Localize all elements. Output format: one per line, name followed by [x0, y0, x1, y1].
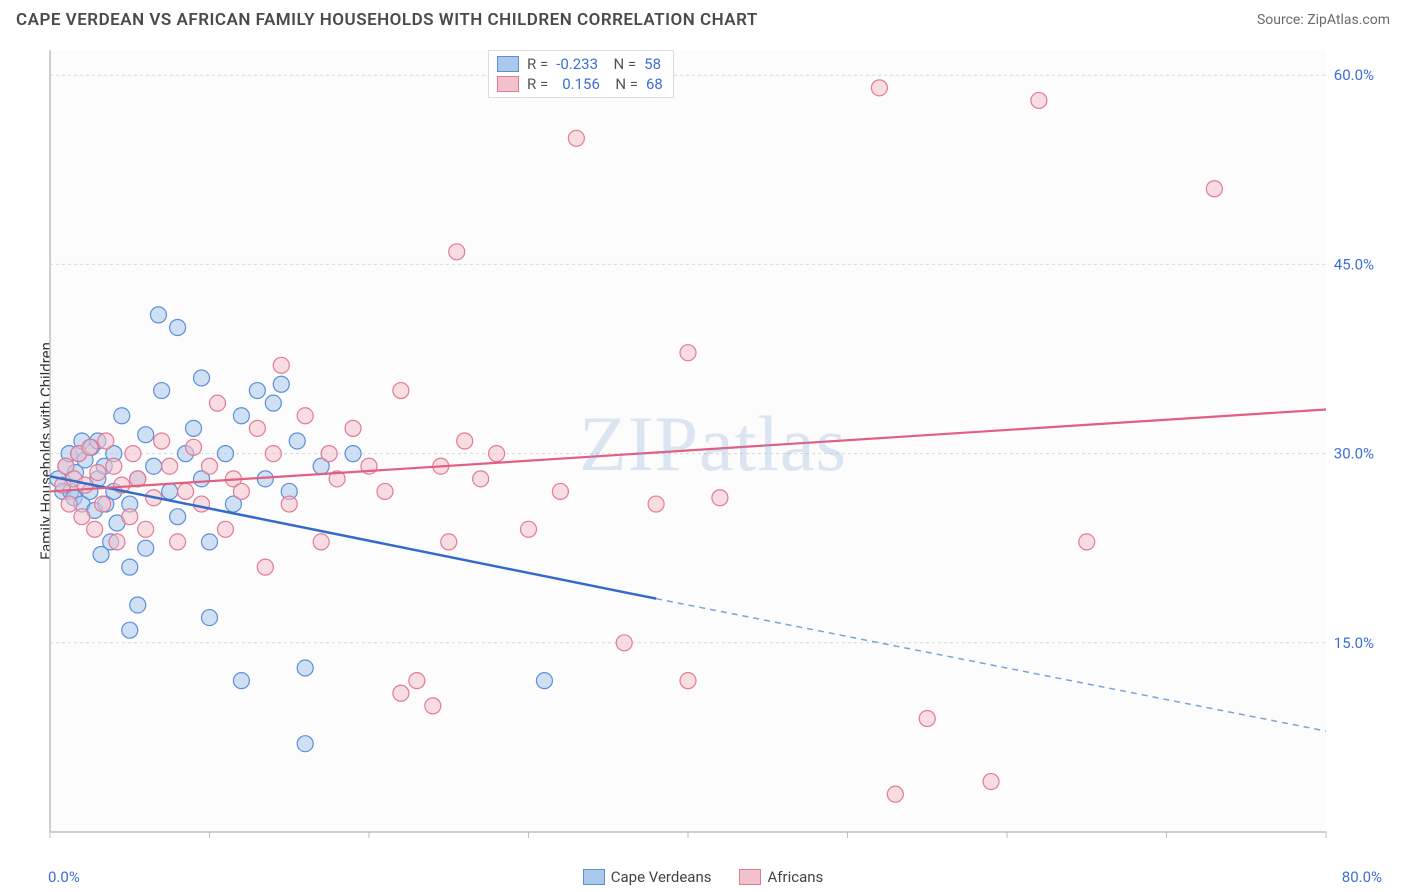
x-axis-end-label: 80.0%: [1342, 868, 1382, 886]
n-value-2: 68: [646, 75, 663, 93]
legend-label-2: Africans: [767, 868, 823, 886]
legend-row-africans: R = 0.156 N = 68: [497, 75, 663, 93]
legend-label-1: Cape Verdeans: [611, 868, 712, 886]
r-label: R =: [527, 55, 548, 73]
correlation-legend: R = -0.233 N = 58 R = 0.156 N = 68: [488, 50, 674, 98]
swatch-cape-verdeans: [497, 56, 519, 72]
svg-text:15.0%: 15.0%: [1334, 634, 1374, 652]
legend-row-cape-verdeans: R = -0.233 N = 58: [497, 55, 663, 73]
scatter-plot: 15.0% 30.0% 45.0% 60.0%: [40, 48, 1386, 854]
r-value-1: -0.233: [556, 55, 598, 73]
n-label: N =: [608, 75, 638, 93]
swatch-africans-icon: [739, 869, 761, 885]
chart-area: Family Households with Children 15.0%30.…: [40, 48, 1386, 854]
legend-item-africans: Africans: [739, 868, 823, 886]
svg-text:45.0%: 45.0%: [1334, 255, 1374, 273]
swatch-africans: [497, 76, 519, 92]
source-attribution: Source: ZipAtlas.com: [1257, 12, 1390, 28]
swatch-cape-verdeans-icon: [583, 869, 605, 885]
n-value-1: 58: [644, 55, 661, 73]
chart-title: CAPE VERDEAN VS AFRICAN FAMILY HOUSEHOLD…: [16, 10, 758, 30]
n-label: N =: [606, 55, 636, 73]
svg-text:60.0%: 60.0%: [1334, 66, 1374, 84]
legend-item-cape-verdeans: Cape Verdeans: [583, 868, 712, 886]
bottom-legend: Cape Verdeans Africans: [0, 868, 1406, 886]
header: CAPE VERDEAN VS AFRICAN FAMILY HOUSEHOLD…: [0, 0, 1406, 36]
source-prefix: Source:: [1257, 12, 1307, 28]
source-link[interactable]: ZipAtlas.com: [1307, 12, 1390, 28]
svg-text:30.0%: 30.0%: [1334, 445, 1374, 463]
r-value-2: 0.156: [556, 75, 600, 93]
r-label: R =: [527, 75, 548, 93]
